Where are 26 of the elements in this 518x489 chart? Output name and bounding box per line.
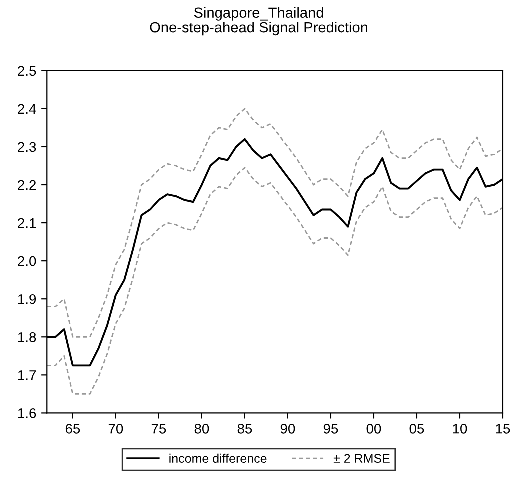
y-tick-label: 1.9 — [18, 294, 36, 304]
x-tick-label: 65 — [66, 424, 80, 434]
y-tick-label: 2.2 — [18, 180, 36, 190]
line-series — [47, 167, 503, 395]
chart-title: Singapore_Thailand One-step-ahead Signal Prediction — [150, 7, 368, 36]
x-tick-label: 00 — [366, 424, 382, 434]
y-tick-label: 1.7 — [18, 370, 36, 380]
x-tick-label: 05 — [410, 424, 424, 434]
y-tick-label: 2.1 — [18, 218, 36, 228]
y-tick-label: 2.0 — [18, 256, 36, 266]
y-tick-label: 2.5 — [18, 66, 36, 76]
y-tick-label: 2.3 — [18, 142, 36, 152]
x-tick-label: 70 — [108, 424, 124, 434]
x-tick-label: 10 — [453, 424, 468, 434]
x-tick-label: 85 — [238, 424, 252, 434]
x-tick-label: 75 — [152, 424, 166, 434]
x-tick-label: 80 — [194, 424, 210, 434]
x-tick-label: 95 — [324, 424, 338, 434]
y-tick-label: 1.6 — [18, 408, 36, 418]
y-tick-label: 1.8 — [18, 332, 36, 342]
legend-label: income difference — [170, 454, 267, 464]
legend-label: ± 2 RMSE — [334, 454, 390, 464]
line-series — [47, 108, 503, 338]
y-tick-label: 2.4 — [18, 104, 36, 114]
x-tick-label: 90 — [280, 424, 296, 434]
x-tick-label: 15 — [496, 424, 510, 434]
